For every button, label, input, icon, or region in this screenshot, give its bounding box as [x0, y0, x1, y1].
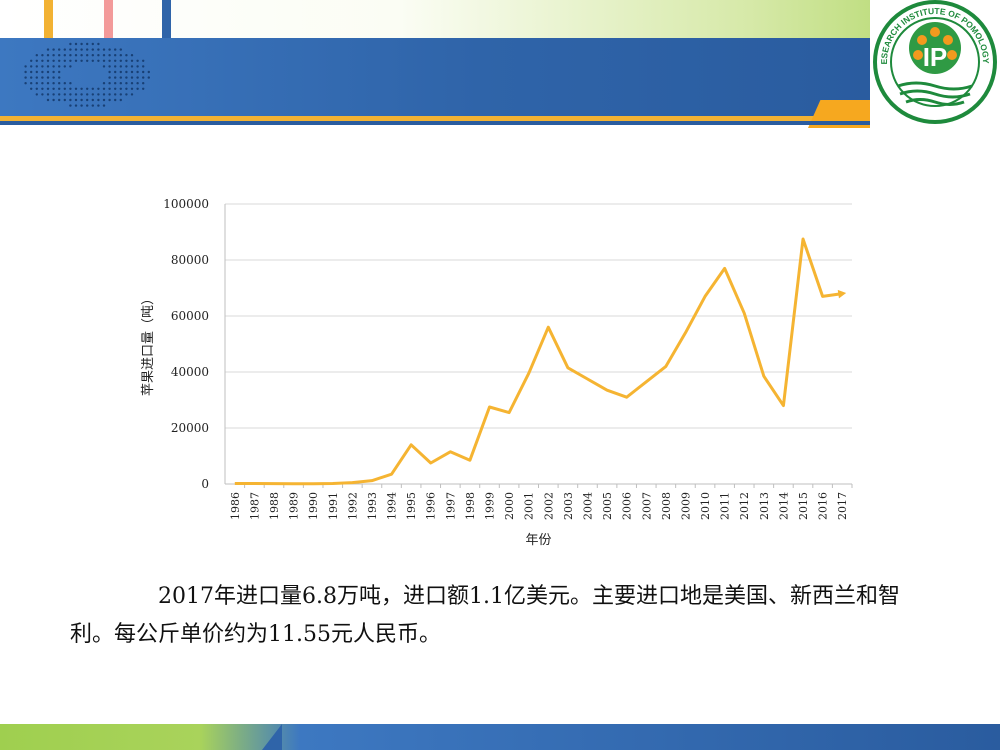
chart-gridlines	[225, 203, 852, 429]
y-tick-label: 40000	[171, 365, 209, 379]
x-tick-label: 2005	[601, 492, 614, 520]
institute-logo: THE RESEARCH INSTITUTE OF POMOLOGY CAAS …	[867, 0, 1000, 128]
caption-text: 2017年进口量6.8万吨，进口额1.1亿美元。主要进口地是美国、新西兰和智利。…	[70, 578, 930, 654]
dot-pattern-decoration	[24, 42, 150, 107]
logo-emblem: THE RESEARCH INSTITUTE OF POMOLOGY CAAS …	[867, 0, 997, 124]
x-tick-label: 1993	[366, 492, 379, 520]
x-tick-label: 1999	[484, 492, 497, 520]
x-tick-label: 2014	[777, 492, 790, 520]
series-line-imports	[234, 237, 843, 486]
y-tick-label: 60000	[171, 309, 209, 323]
x-tick-label: 1989	[288, 492, 301, 520]
x-tick-label: 2006	[621, 492, 634, 520]
series-end-arrow	[837, 289, 847, 299]
x-tick-label: 1987	[248, 492, 261, 520]
y-axis-ticks: 0 20000 40000 60000 80000 100000	[163, 197, 209, 491]
footer-band	[0, 724, 1000, 750]
y-axis-title: 苹果进口量（吨）	[141, 292, 156, 396]
x-tick-label: 2010	[699, 492, 712, 520]
accent-stripe-blue	[162, 0, 171, 38]
x-tick-label: 2002	[542, 492, 555, 520]
x-tick-label: 1988	[268, 492, 281, 520]
x-tick-label: 2008	[660, 492, 673, 520]
x-tick-label: 1995	[405, 492, 418, 520]
y-tick-label: 80000	[171, 253, 209, 267]
x-tick-label: 2003	[562, 492, 575, 520]
x-tick-label: 1996	[425, 492, 438, 520]
x-tick-label: 1997	[444, 492, 457, 520]
header-blue-band	[0, 38, 870, 116]
x-tick-label: 2000	[503, 492, 516, 520]
x-tick-label: 1992	[346, 492, 359, 520]
y-tick-label: 100000	[163, 197, 209, 211]
header-orange-line	[0, 116, 870, 121]
x-axis-ticks: 1986 1987 1988 1989 1990 1991 1992 1993 1994 1995…	[229, 484, 853, 520]
x-tick-label: 2011	[719, 492, 732, 520]
header-blue-rule	[0, 121, 870, 125]
x-tick-label: 2009	[679, 492, 692, 520]
x-tick-label: 1991	[327, 492, 340, 520]
apple-import-line-chart: 0 20000 40000 60000 80000 100000 1986 1987 1988…	[141, 197, 853, 548]
y-tick-label: 0	[201, 477, 209, 491]
x-tick-label: 2013	[758, 492, 771, 520]
y-tick-label: 20000	[171, 421, 209, 435]
x-tick-label: 1998	[464, 492, 477, 520]
top-gradient-band	[0, 0, 1000, 38]
x-tick-label: 2001	[523, 492, 536, 520]
logo-emblem-text: IP	[923, 42, 948, 72]
x-tick-label: 2007	[640, 492, 653, 520]
x-tick-label: 2017	[836, 492, 849, 520]
x-tick-label: 2015	[797, 492, 810, 520]
accent-stripe-orange	[44, 0, 53, 38]
x-tick-label: 1986	[229, 492, 242, 520]
x-tick-label: 1994	[386, 492, 399, 520]
x-tick-label: 1990	[307, 492, 320, 520]
x-tick-label: 2004	[581, 492, 594, 520]
x-tick-label: 2012	[738, 492, 751, 520]
accent-stripe-pink	[104, 0, 113, 38]
caption-paragraph: 2017年进口量6.8万吨，进口额1.1亿美元。主要进口地是美国、新西兰和智利。…	[70, 584, 900, 647]
x-axis-title: 年份	[525, 533, 551, 548]
x-tick-label: 2016	[817, 492, 830, 520]
